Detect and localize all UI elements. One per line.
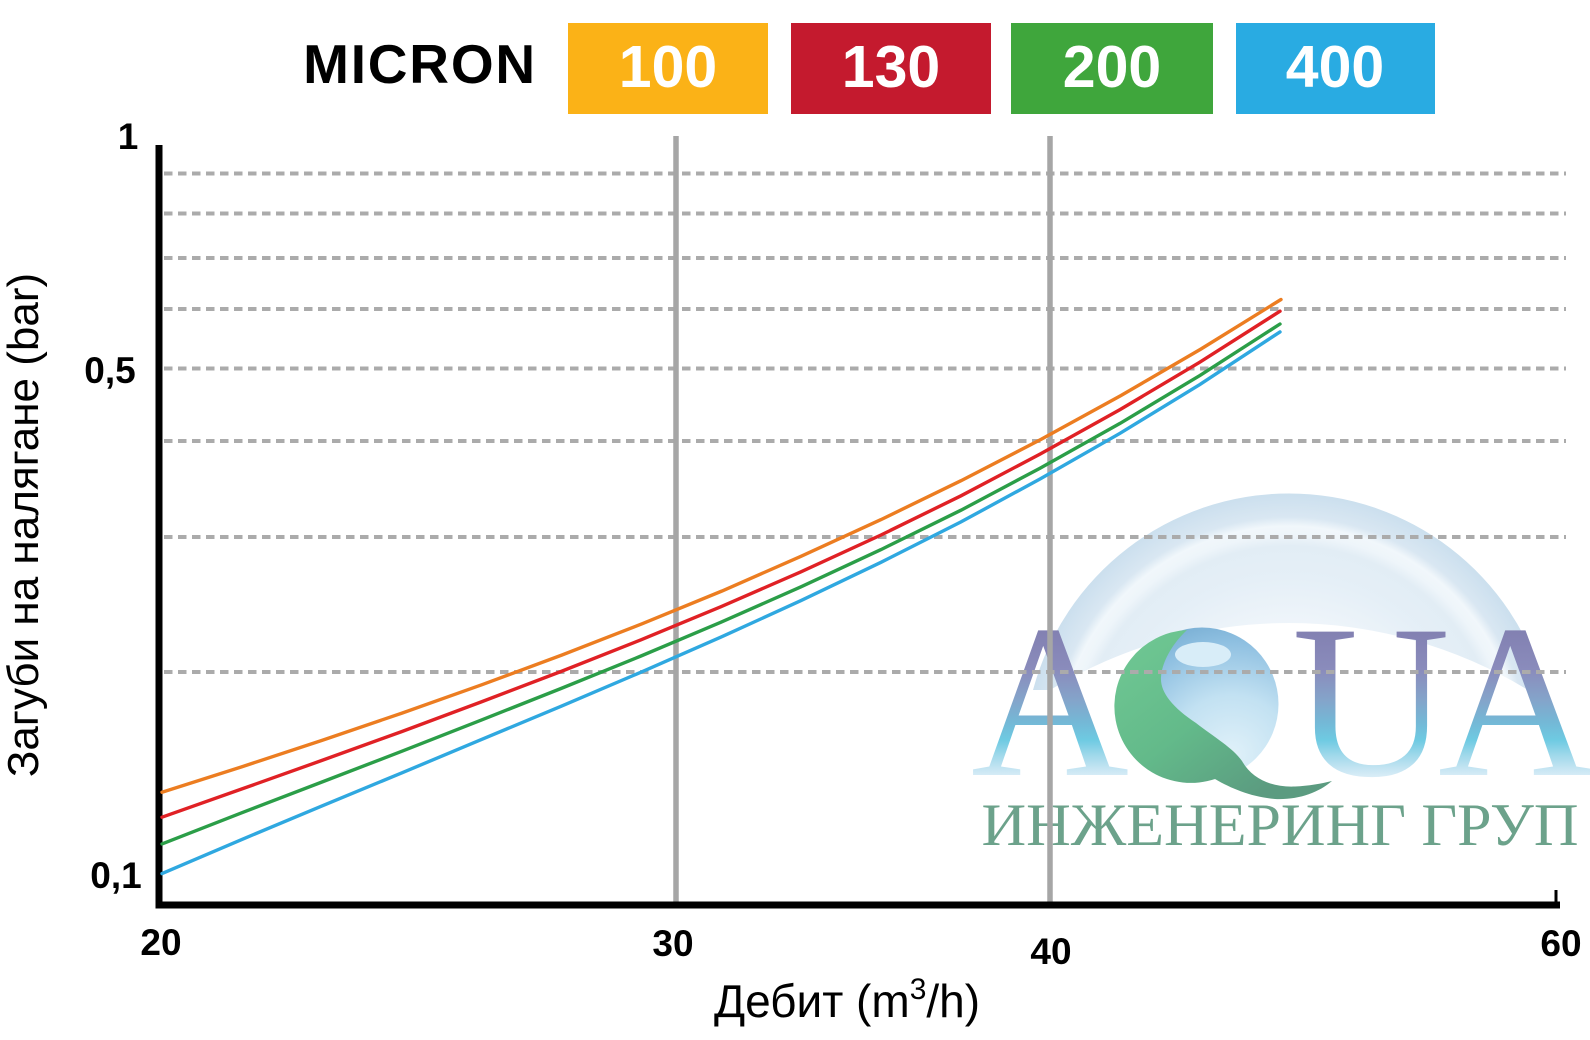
- svg-text:130: 130: [842, 34, 940, 100]
- svg-text:0,1: 0,1: [90, 855, 141, 896]
- svg-text:40: 40: [1030, 931, 1071, 972]
- svg-text:100: 100: [619, 34, 717, 100]
- svg-text:Загуби на налягане (bar): Загуби на налягане (bar): [0, 273, 48, 777]
- svg-text:Дебит (m3/h): Дебит (m3/h): [714, 973, 980, 1027]
- svg-text:A: A: [1438, 581, 1590, 823]
- svg-text:1: 1: [118, 116, 139, 157]
- svg-text:60: 60: [1540, 923, 1581, 964]
- svg-text:30: 30: [652, 923, 693, 964]
- svg-text:20: 20: [140, 922, 181, 963]
- svg-text:ИНЖЕНЕРИНГ ГРУП: ИНЖЕНЕРИНГ ГРУП: [982, 792, 1579, 858]
- svg-text:MICRON: MICRON: [303, 33, 537, 95]
- svg-text:0,5: 0,5: [84, 350, 135, 391]
- svg-text:200: 200: [1063, 34, 1161, 100]
- svg-text:400: 400: [1286, 34, 1384, 100]
- svg-text:U: U: [1292, 581, 1450, 823]
